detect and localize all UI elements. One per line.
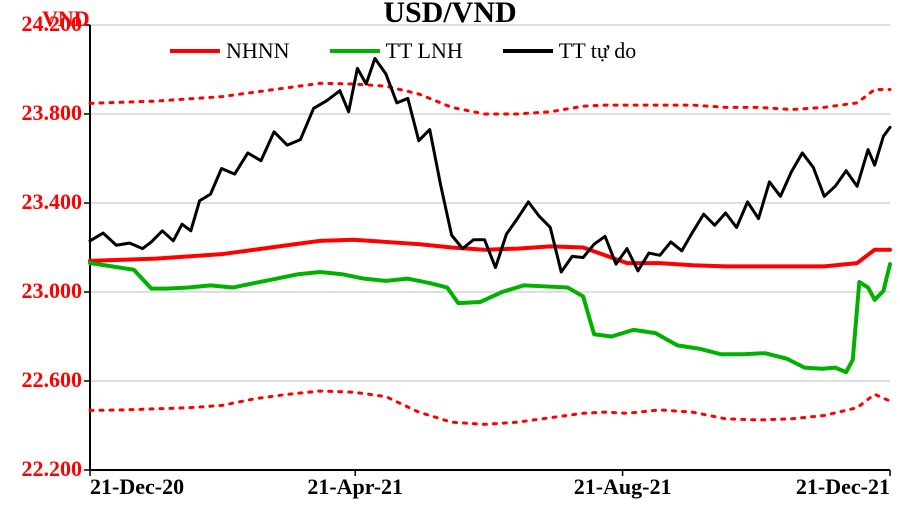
- y-tick-label: 22.600: [2, 367, 82, 393]
- y-tick-label: 23.000: [2, 278, 82, 304]
- legend-item: TT LNH: [330, 38, 463, 64]
- legend-item: NHNN: [170, 38, 290, 64]
- legend-swatch: [170, 49, 220, 53]
- plot-bg: [0, 0, 900, 505]
- chart-container: USD/VND VND NHNNTT LNHTT tự do 22.20022.…: [0, 0, 900, 505]
- x-tick-label: 21-Dec-20: [90, 474, 184, 500]
- y-tick-label: 23.800: [2, 100, 82, 126]
- legend-label: TT tự do: [559, 38, 637, 64]
- y-tick-label: 22.200: [2, 456, 82, 482]
- title-text: USD/VND: [383, 0, 516, 29]
- y-tick-label: 23.400: [2, 189, 82, 215]
- legend-swatch: [503, 49, 553, 53]
- legend: NHNN TT LNH TT tự do: [170, 38, 636, 64]
- line-chart: [0, 0, 900, 505]
- legend-item: TT tự do: [503, 38, 637, 64]
- y-tick-label: 24.200: [2, 11, 82, 37]
- x-tick-label: 21-Aug-21: [553, 474, 693, 500]
- x-tick-label: 21-Apr-21: [285, 474, 425, 500]
- legend-swatch: [330, 49, 380, 53]
- x-tick-label: 21-Dec-21: [770, 474, 890, 500]
- legend-label: TT LNH: [386, 38, 463, 64]
- chart-title: USD/VND: [0, 0, 900, 30]
- legend-label: NHNN: [226, 38, 290, 64]
